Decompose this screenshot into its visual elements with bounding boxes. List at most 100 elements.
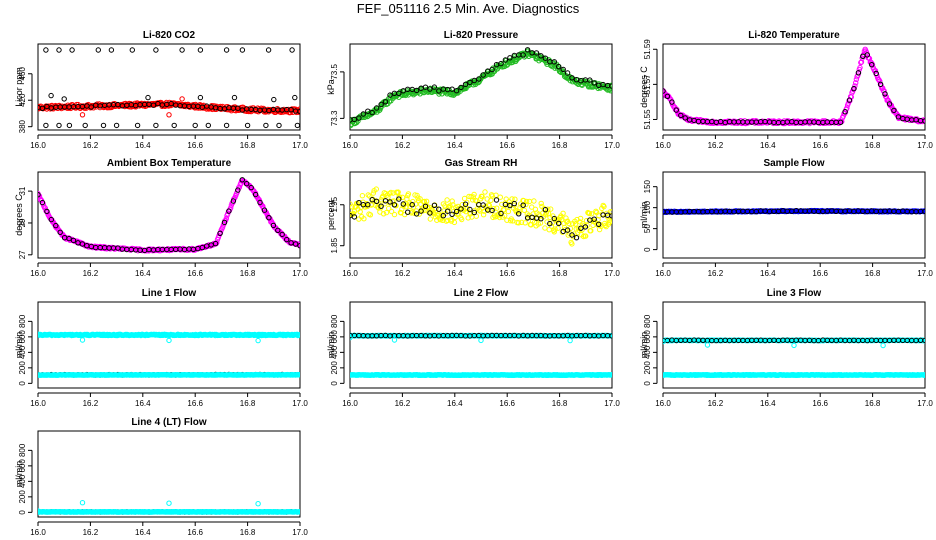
data-point-upper-avg [922,337,925,344]
data-point-out-mid [61,96,67,102]
data-point-out-mid [145,94,151,101]
y-tick-label: 0 [330,381,339,386]
y-axis-label: ml/min [639,332,649,359]
y-tick-label: 1.85 [330,237,339,253]
y-axis-label: degrees C [14,194,24,236]
data-point-raw [565,232,571,238]
x-tick-label: 17.0 [917,141,933,150]
data-point-avg [502,57,509,63]
data-point-out-high [43,47,49,53]
y-tick-label: 800 [643,314,652,328]
data-point-raw [386,205,392,212]
data-point-raw [442,203,448,209]
data-point-avg [409,202,415,208]
data-point-avg [846,97,853,103]
y-tick-label: 600 [330,330,339,344]
data-point-avg [489,66,495,73]
data-point-raw [560,210,566,216]
data-point-avg [270,222,277,229]
data-point-raw [489,193,496,199]
data-point-out-high [153,47,159,53]
x-tick-label: 17.0 [604,269,620,278]
data-point-raw [373,186,379,192]
y-axis-label: ml/min [14,332,24,359]
data-point-avg [292,241,299,247]
data-point-lower-cyan [297,372,300,378]
data-point-raw [388,189,394,196]
data-point-avg [360,111,366,117]
data-point-raw [580,221,586,227]
data-point-avg [404,209,411,215]
chart-title: Li-820 Temperature [748,30,840,41]
data-point-avg [542,55,549,61]
data-point-raw [380,211,387,217]
data-point-raw [370,190,377,196]
data-point-avg [462,81,469,88]
data-point-out-high [108,47,115,53]
data-point-avg [431,202,438,208]
data-point-raw [399,206,405,212]
plot-frame [662,43,926,131]
y-tick-label: 73.5 [330,64,339,80]
data-point-avg [678,112,684,119]
data-point-main [297,332,300,338]
data-point-avg [498,210,504,217]
x-tick-label: 16.6 [187,141,203,150]
data-point-avg [663,88,666,94]
data-point-avg [467,206,473,213]
data-point-out-high [239,47,246,53]
data-point-out-low [192,122,198,129]
data-point-avg [257,199,263,206]
data-point-avg [261,207,268,213]
y-tick-label: 0 [18,381,27,386]
x-tick-label: 16.6 [499,141,515,150]
x-tick-label: 17.0 [292,269,308,278]
plot-frame [37,171,301,259]
data-point-avg [413,211,420,217]
chart-title: Li-820 CO2 [143,30,196,41]
data-point-raw [388,208,395,215]
data-point-avg [235,105,241,111]
data-point-avg [673,107,679,113]
x-tick-label: 16.6 [187,399,203,408]
data-point-raw [459,216,465,223]
data-point-avg [591,80,597,86]
y-tick-label: 400 [643,345,652,359]
data-point-avg [168,100,174,107]
data-point-out-low [294,122,300,129]
x-tick-label: 17.0 [604,399,620,408]
data-point-out-low [244,122,251,129]
data-point-raw [569,241,575,247]
data-point-raw [417,196,423,202]
data-point-out-high [95,47,102,53]
data-point-avg [453,208,460,215]
plot-frame [662,171,926,259]
data-point-avg [235,187,241,193]
data-point-avg [387,92,393,98]
y-tick-label: 0 [643,381,652,386]
data-point-avg [869,62,875,68]
data-point-raw [297,106,300,112]
data-point-raw [295,241,300,248]
data-point-out-low [205,122,212,129]
data-point-dips [567,337,573,344]
data-point-avg [895,114,902,120]
data-point-avg [471,77,478,84]
data-point-red-extra [79,112,86,118]
data-point-avg [418,208,424,214]
chart-title: Line 2 Flow [454,288,509,299]
plot-frame [349,43,613,131]
data-point-out-low [153,122,159,129]
data-point-raw [855,72,861,78]
data-point-out-high [129,47,136,53]
y-tick-label: 600 [643,330,652,344]
data-point-upper-avg [609,333,612,339]
data-point-avg [445,208,451,214]
data-point-avg [422,203,429,209]
x-tick-label: 16.8 [240,141,256,150]
data-point-raw [461,195,468,202]
x-tick-label: 16.4 [135,399,151,408]
x-tick-label: 16.0 [655,269,671,278]
data-point-avg [53,222,59,229]
